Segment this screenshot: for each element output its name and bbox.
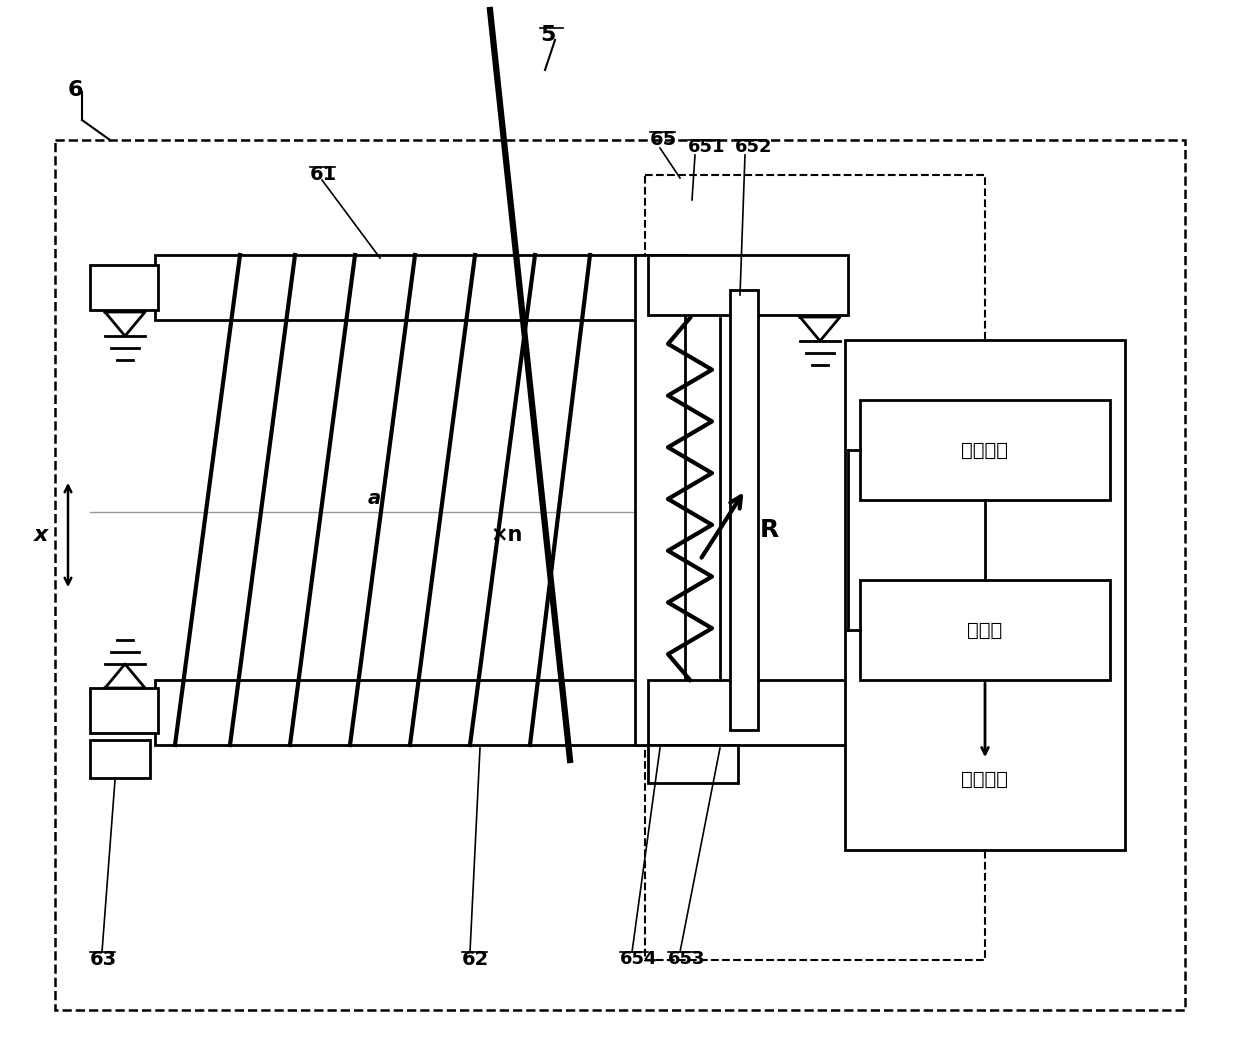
Bar <box>91 265 157 310</box>
Bar <box>635 255 684 745</box>
Bar <box>155 255 645 320</box>
Text: 651: 651 <box>688 138 725 156</box>
Text: 测量电路: 测量电路 <box>961 440 1008 459</box>
Text: R: R <box>760 518 779 542</box>
Bar <box>844 340 1125 850</box>
Bar <box>649 745 738 783</box>
Text: a: a <box>368 488 381 507</box>
Text: 长度信号: 长度信号 <box>961 770 1008 789</box>
Text: 652: 652 <box>735 138 773 156</box>
Text: 6: 6 <box>68 80 83 100</box>
Bar <box>861 400 1110 500</box>
Text: 654: 654 <box>620 950 657 968</box>
Bar <box>155 680 645 745</box>
Bar <box>730 290 758 730</box>
Bar <box>649 680 848 745</box>
Text: 65: 65 <box>650 131 677 149</box>
Bar <box>649 255 848 315</box>
Bar <box>91 740 150 778</box>
Bar <box>91 688 157 733</box>
Text: ×n: ×n <box>490 525 522 545</box>
Bar <box>861 580 1110 680</box>
Text: 653: 653 <box>668 950 706 968</box>
Text: x: x <box>33 525 48 545</box>
Text: 5: 5 <box>539 25 556 45</box>
Bar <box>55 140 1185 1010</box>
Text: 63: 63 <box>91 950 117 969</box>
Text: 61: 61 <box>310 166 337 184</box>
Bar <box>645 175 985 960</box>
Text: 控制器: 控制器 <box>967 621 1003 640</box>
Text: 62: 62 <box>463 950 490 969</box>
